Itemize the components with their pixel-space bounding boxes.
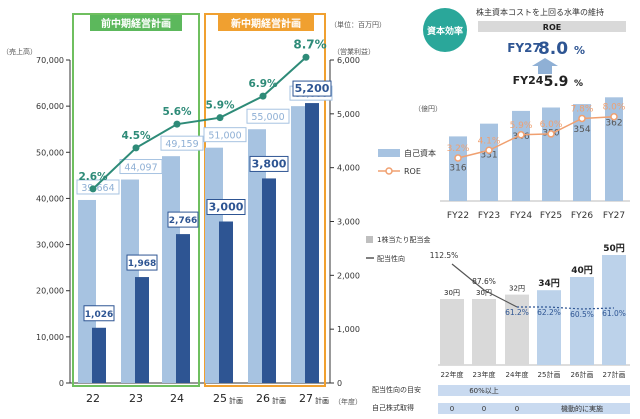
rate-point	[89, 185, 97, 193]
prev-plan-title: 前中期経営計画	[101, 17, 171, 30]
rate-point	[132, 144, 140, 152]
left-tick-label: 70,000	[36, 56, 64, 65]
rate-point	[216, 114, 224, 122]
category-label: 23	[129, 392, 143, 405]
right-axis-title: （営業利益）	[333, 47, 375, 56]
op-label: 3,000	[209, 201, 244, 214]
left-tick-label: 30,000	[36, 241, 64, 250]
sales-label: 39,664	[81, 183, 114, 194]
op-label: 5,200	[295, 82, 330, 95]
op-label-box	[83, 305, 115, 322]
rate-label: 4.5%	[121, 130, 151, 142]
rate-label: 5.9%	[205, 100, 235, 112]
rate-point	[173, 120, 181, 128]
rate-label: 6.9%	[248, 78, 278, 90]
left-tick-label: 0	[59, 379, 64, 388]
op-label-box	[126, 254, 158, 271]
sales-label: 55,000	[251, 112, 284, 123]
prev-plan-frame	[72, 13, 200, 387]
rate-point	[302, 53, 310, 61]
op-label-box	[167, 211, 199, 228]
category-suffix: 計画	[272, 396, 286, 405]
unit-note: （単位：百万円）	[330, 20, 386, 29]
rate-label: 5.6%	[162, 106, 192, 118]
op-label-box	[206, 199, 246, 215]
category-label: 27	[299, 392, 313, 405]
category-label: 24	[170, 392, 184, 405]
right-tick-label: 0	[337, 379, 342, 388]
rate-label: 8.7%	[293, 37, 326, 51]
category-suffix: 計画	[229, 396, 243, 405]
category-label: 22	[86, 392, 100, 405]
op-label-box	[249, 155, 289, 172]
category-label: 25	[213, 392, 227, 405]
sales-label-box	[203, 127, 247, 143]
op-bar	[219, 221, 233, 383]
op-bar	[176, 234, 190, 383]
sales-bar	[121, 179, 139, 383]
op-bar	[262, 178, 276, 383]
category-suffix: 計画	[315, 396, 329, 405]
sales-label-box	[160, 135, 204, 151]
new-plan-title: 新中期経営計画	[231, 17, 301, 30]
sales-label: 51,000	[208, 131, 241, 142]
sales-label: 49,159	[165, 139, 198, 150]
right-tick-label: 6,000	[337, 56, 360, 65]
left-tick-label: 10,000	[36, 333, 64, 342]
category-label: 26	[256, 392, 270, 405]
sales-label: 44,097	[124, 163, 157, 174]
rate-label: 2.6%	[78, 171, 108, 183]
op-bar	[305, 103, 319, 384]
op-label-box	[292, 80, 332, 97]
left-tick-label: 60,000	[36, 102, 64, 111]
new-plan-title-bg	[218, 15, 314, 31]
sales-label-box	[76, 179, 120, 195]
op-label: 1,026	[85, 310, 113, 320]
op-label: 3,800	[252, 157, 287, 170]
op-label: 1,968	[128, 259, 156, 269]
op-bar	[92, 327, 106, 383]
sales-bar	[291, 106, 309, 384]
left-tick-label: 20,000	[36, 287, 64, 296]
rate-point	[259, 92, 267, 100]
sales-bar	[78, 199, 96, 383]
right-tick-label: 5,000	[337, 110, 360, 119]
left-tick-label: 50,000	[36, 148, 64, 157]
rate-line	[92, 56, 307, 190]
right-tick-label: 3,000	[337, 218, 360, 227]
right-tick-label: 4,000	[337, 164, 360, 173]
left-axis-title: （売上高）	[2, 47, 37, 56]
prev-plan-title-bg	[90, 15, 182, 31]
op-label: 2,766	[169, 216, 197, 226]
right-tick-label: 2,000	[337, 271, 360, 280]
left-tick-label: 40,000	[36, 194, 64, 203]
sales-label-box	[246, 108, 290, 124]
right-tick-label: 1,000	[337, 325, 360, 334]
op-bar	[135, 277, 149, 383]
sales-bar	[248, 129, 266, 383]
year-label: （年度）	[334, 397, 362, 406]
